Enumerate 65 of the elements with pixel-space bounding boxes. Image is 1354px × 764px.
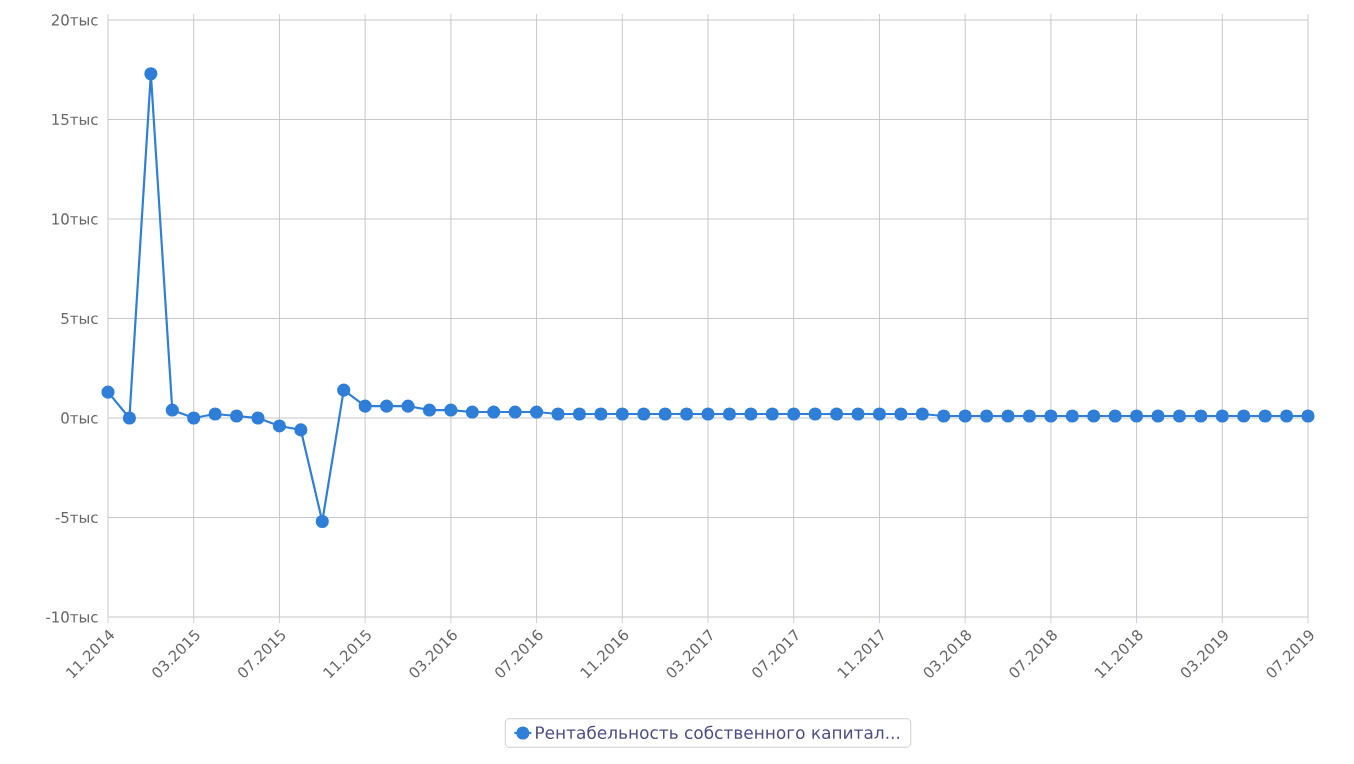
point [337,383,351,397]
point [680,407,694,421]
point [551,407,565,421]
point [380,399,394,413]
point [101,385,115,399]
y-tick-label: 20тыс [51,14,98,26]
point [530,405,544,419]
point [272,419,287,433]
point [1280,409,1294,423]
point [187,411,201,425]
point [465,405,479,419]
point [144,67,158,81]
point [251,411,265,425]
point [1194,409,1208,423]
point [1087,409,1101,423]
point [808,407,822,421]
point [122,411,137,425]
point [294,423,308,437]
point [1022,409,1037,423]
point [851,407,865,421]
point [1065,409,1079,423]
point [872,407,887,421]
point [1301,409,1315,423]
point [1172,409,1187,423]
y-tick-label: -10тыс [46,611,98,623]
point [765,407,779,421]
point [615,407,629,421]
point [722,407,737,421]
point [830,407,844,421]
point [315,514,329,529]
point [1044,409,1058,423]
legend-label: Рентабельность собственного капитал... [536,725,900,740]
point [401,399,415,413]
point [637,407,651,421]
point [980,409,994,423]
y-tick-label: 5тыс [61,312,98,325]
point [1237,409,1251,423]
y-tick-label: -5тыс [55,511,98,524]
point [915,407,929,421]
point [487,405,501,419]
point [572,407,587,421]
y-tick-label: 10тыс [52,213,98,225]
point [229,409,244,423]
point [358,399,372,413]
point [937,409,951,423]
point [658,407,672,421]
point [1151,409,1165,423]
point [594,407,608,421]
point [894,407,908,421]
point [508,405,522,419]
y-tick-label: 15тыс [52,113,98,126]
point [701,407,715,421]
point [165,403,179,417]
point [1001,409,1015,423]
point [958,409,972,423]
point [1258,409,1272,423]
point [787,407,801,421]
point [744,407,758,421]
point [444,403,458,417]
point [422,403,437,417]
point [1215,409,1229,423]
y-tick-label: 0тыс [61,412,98,424]
point [1130,409,1144,423]
point [1108,409,1122,423]
point [208,407,222,421]
